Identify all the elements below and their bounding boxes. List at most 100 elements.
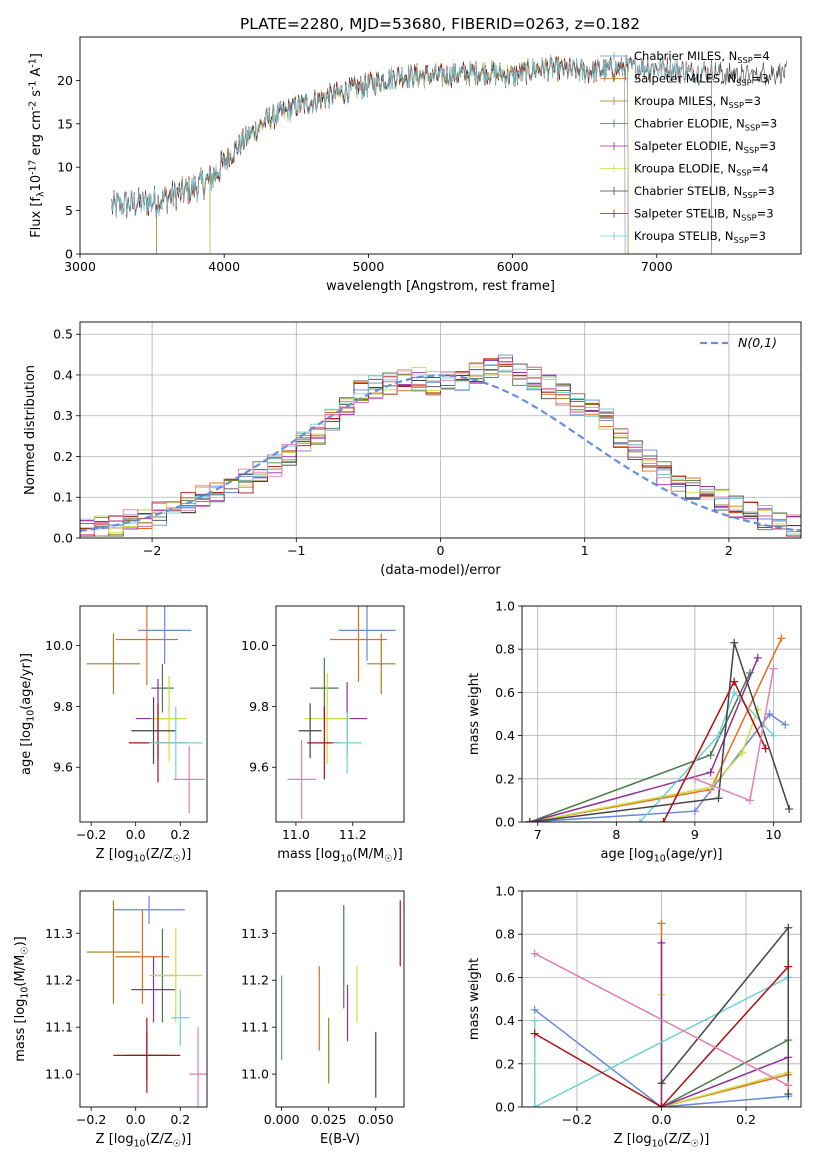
x-tick-label: 2: [725, 543, 733, 558]
y-tick-label: 11.1: [45, 1020, 73, 1035]
y-axis-label: Flux [fλ​10-17​ erg cm-2​ s-1​ A-1​]: [27, 53, 46, 238]
x-tick-label: 0.000: [264, 1112, 300, 1127]
y-axis-label: mass weight: [467, 673, 482, 755]
y-tick-label: 11.0: [45, 1067, 73, 1082]
weight-marker: [781, 720, 790, 729]
y-axis-label: age [log10​(age/yr)]: [19, 653, 36, 775]
x-tick-label: 0.0: [652, 1112, 672, 1127]
x-axis-label: age [log10​(age/yr)]: [601, 847, 723, 864]
y-tick-label: 0.2: [53, 449, 73, 464]
axes-frame: [275, 605, 405, 823]
weight-marker: [730, 677, 739, 686]
x-tick-label: 0.050: [358, 1112, 394, 1127]
y-tick-label: 9.8: [53, 699, 73, 714]
weight-line-3: [661, 1039, 789, 1107]
weight-line-6: [529, 642, 790, 822]
weight-line-7: [534, 966, 789, 1107]
weight-marker: [730, 638, 739, 647]
plot-area: [86, 895, 207, 1107]
weight-line-9: [694, 668, 775, 802]
y-tick-label: 11.2: [241, 973, 269, 988]
weight-marker: [706, 751, 715, 760]
x-tick-label: 5000: [352, 259, 384, 274]
y-tick-label: 0.5: [53, 327, 73, 342]
x-tick-label: 3000: [64, 259, 96, 274]
x-tick-label: 6000: [497, 259, 529, 274]
legend-entry: Chabrier MILES, NSSP​=4: [634, 49, 770, 65]
x-tick-label: 0.0: [126, 1112, 146, 1127]
y-tick-label: 0.3: [53, 408, 73, 423]
y-tick-label: 0.0: [495, 815, 515, 830]
y-tick-label: 1.0: [495, 599, 515, 614]
plot-area: [80, 354, 801, 538]
plot-area: [281, 900, 401, 1098]
y-tick-label: 10: [57, 160, 73, 175]
plot-area: [530, 919, 793, 1107]
weight-marker: [659, 818, 668, 822]
spectrum-line-0: [111, 56, 626, 254]
x-axis-label: E(B-V): [320, 1132, 360, 1147]
y-tick-label: 0.6: [495, 970, 515, 985]
weight-marker: [745, 796, 754, 805]
x-axis-label: Z [log10​(Z/Z☉​)]: [96, 847, 192, 864]
x-axis-label: Z [log10​(Z/Z☉​)]: [96, 1132, 192, 1149]
weight-marker: [777, 634, 786, 643]
y-tick-label: 10.0: [241, 638, 269, 653]
y-tick-label: 0.4: [495, 728, 515, 743]
legend-entry: Salpeter MILES, NSSP​=3: [634, 72, 769, 88]
x-axis-label: mass [log10​(M/M☉​)]: [277, 847, 403, 864]
y-tick-label: 0.2: [495, 1056, 515, 1071]
weight-marker: [657, 1103, 666, 1107]
weight-marker: [738, 748, 747, 757]
weight-line-6: [660, 925, 790, 1094]
x-tick-label: 9: [691, 827, 699, 842]
x-tick-label: 4000: [208, 259, 240, 274]
x-tick-label: 0.2: [170, 827, 190, 842]
legend-entry: Salpeter STELIB, NSSP​=3: [634, 207, 774, 223]
weight-marker: [784, 1081, 793, 1090]
y-tick-label: 0.1: [53, 490, 73, 505]
weight-marker: [530, 1016, 539, 1025]
y-tick-label: 5: [65, 203, 73, 218]
plot-area: [111, 54, 787, 254]
chart-weight_vs_Z: −0.2 0.0 0.2 0.0 0.2 0.4 0.6 0.8 1.0 Z [log10​(Z/…: [467, 884, 802, 1149]
weight-marker: [785, 805, 794, 814]
weight-line-4: [660, 942, 789, 1107]
weight-marker: [784, 1090, 793, 1099]
x-tick-label: 7000: [641, 259, 673, 274]
spectrum-line-7: [111, 55, 712, 254]
legend-entry: Kroupa MILES, NSSP​=3: [634, 94, 761, 110]
weight-line-0: [534, 1009, 789, 1107]
chart-mass_vs_Z: −0.2 0.0 0.2 11.0 11.1 11.2 11.3 Z [log10​(Z/Z☉…: [13, 890, 208, 1149]
y-tick-label: 0.2: [495, 771, 515, 786]
weight-marker: [761, 744, 770, 753]
weight-line-3: [529, 672, 751, 822]
y-tick-label: 9.6: [53, 760, 73, 775]
legend-entry: Chabrier STELIB, NSSP​=3: [634, 184, 775, 200]
legend-entry: Chabrier ELODIE, NSSP​=3: [634, 117, 777, 133]
weight-marker: [530, 1005, 539, 1014]
weight-marker: [714, 731, 723, 740]
y-tick-label: 11.1: [241, 1020, 269, 1035]
x-tick-label: 0.2: [736, 1112, 756, 1127]
y-axis-label: mass [log10​(M/M☉​)]: [13, 936, 30, 1062]
weight-marker: [525, 818, 534, 822]
y-tick-label: 0.4: [53, 367, 73, 382]
weight-marker: [657, 919, 666, 928]
weight-line-8: [533, 976, 789, 1107]
weight-marker: [730, 688, 739, 697]
weight-marker: [690, 774, 699, 783]
axes-frame: [521, 605, 802, 823]
x-axis-label: wavelength [Angstrom, rest frame]: [326, 279, 555, 294]
y-tick-label: 0.4: [495, 1013, 515, 1028]
weight-marker: [784, 923, 793, 932]
x-tick-label: −1: [287, 543, 305, 558]
weight-marker: [769, 731, 778, 740]
legend-entry: N(0,1): [738, 335, 777, 350]
y-axis-label: mass weight: [467, 958, 482, 1040]
y-tick-label: 0.8: [495, 927, 515, 942]
weight-marker: [714, 794, 723, 803]
plot-area: [525, 634, 794, 822]
x-tick-label: 0.2: [170, 1112, 190, 1127]
spectrum-line-3: [209, 58, 629, 254]
